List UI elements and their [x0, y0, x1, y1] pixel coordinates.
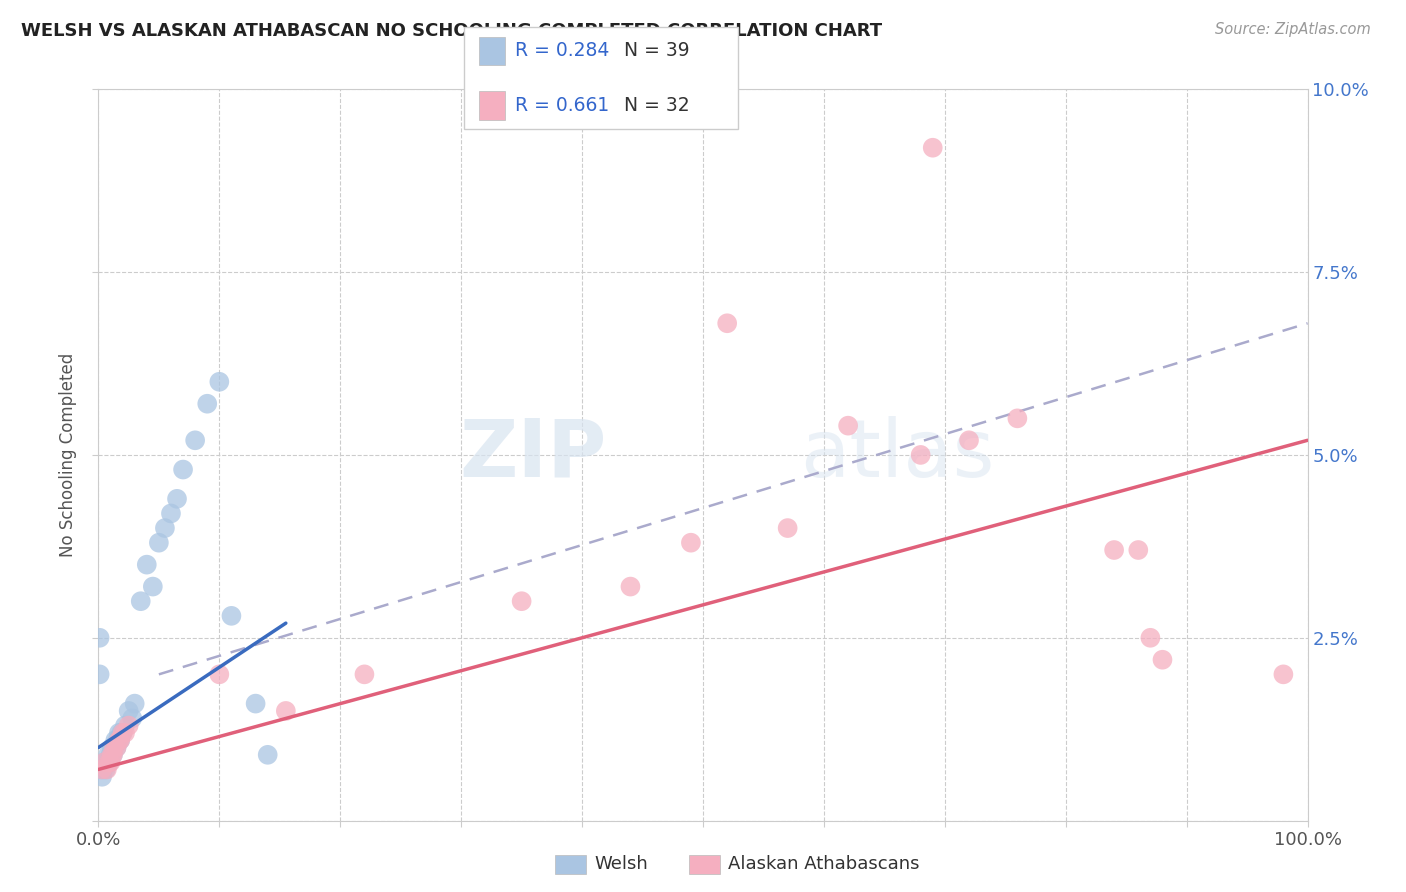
Point [111, 726, 134, 740]
Text: Welsh: Welsh [595, 855, 648, 873]
Point [124, 697, 146, 711]
Point [114, 726, 136, 740]
Point [100, 740, 122, 755]
Point [98, 755, 121, 769]
Point [208, 667, 231, 681]
Point [172, 462, 194, 476]
Point [105, 740, 128, 755]
Point [195, 397, 218, 411]
Text: N = 32: N = 32 [624, 95, 690, 115]
Point [148, 535, 170, 549]
Point [118, 718, 141, 732]
Point [108, 733, 131, 747]
Text: Alaskan Athabascans: Alaskan Athabascans [728, 855, 920, 873]
Point [1128, 543, 1150, 558]
Point [101, 747, 124, 762]
Point [90, 763, 112, 777]
Point [89, 667, 111, 681]
Point [353, 667, 375, 681]
Text: N = 39: N = 39 [624, 41, 690, 61]
Point [91, 763, 114, 777]
Point [135, 558, 157, 572]
Point [153, 521, 176, 535]
Point [921, 141, 943, 155]
Point [245, 697, 267, 711]
Text: R = 0.661: R = 0.661 [515, 95, 609, 115]
Point [274, 704, 297, 718]
Point [100, 747, 122, 762]
Point [184, 434, 207, 448]
Point [103, 740, 125, 755]
Point [129, 594, 152, 608]
Point [1139, 631, 1161, 645]
Point [837, 418, 859, 433]
Point [111, 726, 134, 740]
Point [1272, 667, 1295, 681]
Point [105, 740, 128, 755]
Point [619, 580, 641, 594]
Point [96, 755, 118, 769]
Point [910, 448, 932, 462]
Point [108, 733, 131, 747]
Point [110, 726, 132, 740]
Text: Source: ZipAtlas.com: Source: ZipAtlas.com [1215, 22, 1371, 37]
Point [98, 755, 121, 769]
Point [89, 631, 111, 645]
Point [93, 755, 115, 769]
Text: R = 0.284: R = 0.284 [515, 41, 609, 61]
Point [108, 726, 131, 740]
Point [142, 580, 165, 594]
Point [510, 594, 533, 608]
Point [97, 747, 120, 762]
Point [208, 375, 231, 389]
Point [121, 711, 143, 725]
Point [94, 763, 117, 777]
Point [776, 521, 799, 535]
Point [103, 740, 125, 755]
Point [101, 747, 124, 762]
Point [1102, 543, 1125, 558]
Text: ZIP: ZIP [458, 416, 606, 494]
Point [166, 491, 188, 506]
Point [91, 763, 114, 777]
Point [100, 747, 122, 762]
Point [221, 608, 243, 623]
Point [108, 733, 131, 747]
Text: atlas: atlas [800, 416, 994, 494]
Point [107, 733, 129, 747]
Point [93, 755, 115, 769]
Point [957, 434, 980, 448]
Point [160, 507, 183, 521]
Y-axis label: No Schooling Completed: No Schooling Completed [59, 353, 77, 557]
Point [716, 316, 738, 330]
Point [104, 733, 127, 747]
Text: WELSH VS ALASKAN ATHABASCAN NO SCHOOLING COMPLETED CORRELATION CHART: WELSH VS ALASKAN ATHABASCAN NO SCHOOLING… [21, 22, 882, 40]
Point [91, 770, 114, 784]
Point [679, 535, 702, 549]
Point [118, 704, 141, 718]
Point [96, 763, 118, 777]
Point [1007, 411, 1029, 425]
Point [1152, 653, 1174, 667]
Point [114, 718, 136, 732]
Point [256, 747, 278, 762]
Point [100, 755, 122, 769]
